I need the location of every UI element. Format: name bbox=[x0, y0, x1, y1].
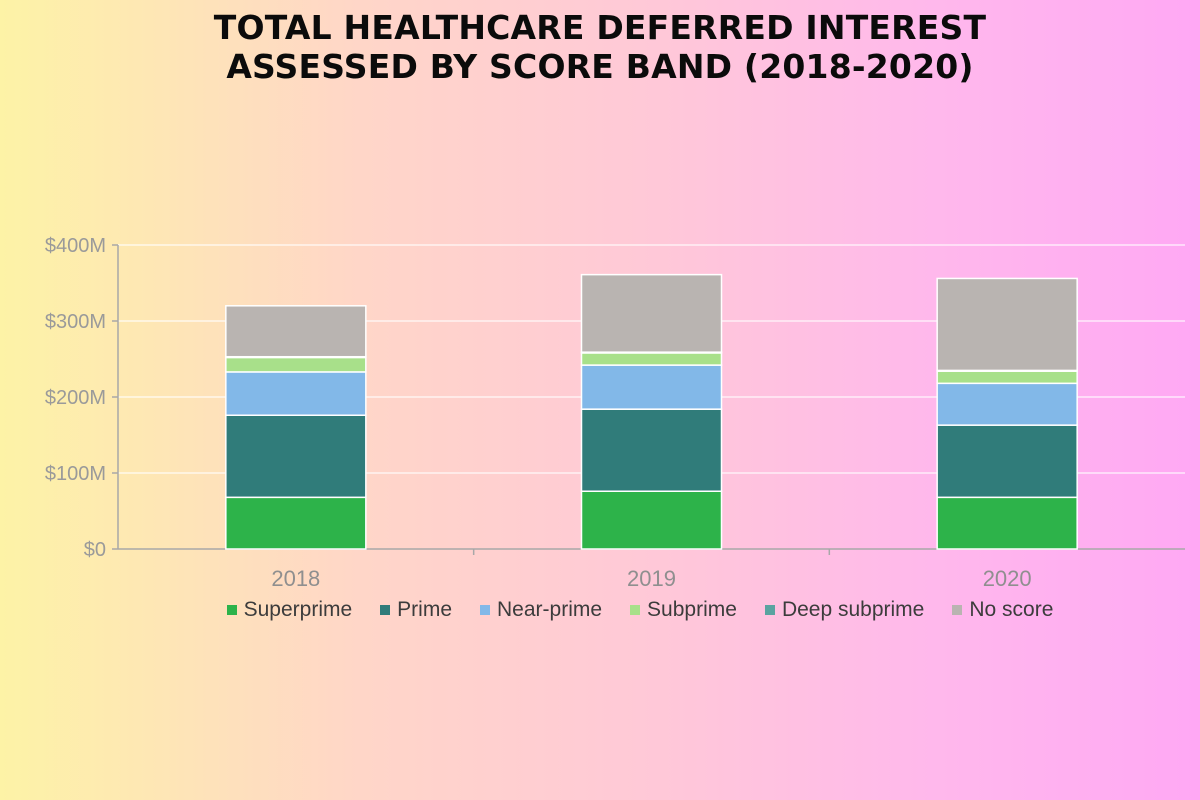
bars bbox=[225, 273, 1078, 550]
legend-item-near-prime: Near-prime bbox=[480, 598, 602, 622]
y-tick-label: $300M bbox=[45, 311, 106, 333]
legend-swatch bbox=[380, 605, 391, 615]
legend-label: Subprime bbox=[647, 598, 737, 621]
bar-prime-2019 bbox=[580, 408, 723, 492]
legend-item-superprime: Superprime bbox=[226, 598, 353, 622]
chart-title: TOTAL HEALTHCARE DEFERRED INTEREST ASSES… bbox=[0, 0, 1200, 86]
bar-subprime-2020 bbox=[936, 370, 1078, 385]
legend-label: Superprime bbox=[243, 598, 353, 621]
x-tick-label: 2020 bbox=[983, 566, 1032, 591]
bar-prime-2020 bbox=[936, 424, 1078, 499]
axis-labels: $0 $100M $200M $300M $400M 2018 2019 2020 bbox=[45, 235, 1032, 591]
bar-no-score-2018 bbox=[225, 305, 367, 358]
legend: Superprime Prime Near-prime Subprime Deep su… bbox=[0, 598, 1200, 622]
bar-near-prime-2018 bbox=[225, 371, 367, 416]
legend-label: Near-prime bbox=[497, 598, 603, 621]
chart-title-line-1: TOTAL HEALTHCARE DEFERRED INTEREST bbox=[213, 8, 987, 47]
bar-superprime-2020 bbox=[936, 496, 1078, 550]
legend-item-subprime: Subprime bbox=[630, 598, 737, 622]
legend-swatch bbox=[952, 605, 963, 615]
bar-superprime-2019 bbox=[580, 490, 723, 550]
y-tick-label: $400M bbox=[45, 235, 106, 257]
legend-label: No score bbox=[969, 598, 1054, 621]
x-tick-label: 2018 bbox=[271, 566, 320, 591]
bar-near-prime-2020 bbox=[936, 382, 1078, 426]
bar-subprime-2018 bbox=[225, 356, 367, 373]
legend-swatch bbox=[480, 605, 491, 615]
y-tick-label: $100M bbox=[45, 463, 106, 485]
bar-no-score-2019 bbox=[580, 273, 723, 353]
legend-item-no-score: No score bbox=[952, 598, 1053, 622]
x-tick-label: 2019 bbox=[627, 566, 676, 591]
legend-swatch bbox=[226, 605, 237, 615]
y-tick-label: $200M bbox=[45, 387, 106, 409]
legend-swatch bbox=[630, 605, 641, 615]
legend-item-prime: Prime bbox=[380, 598, 452, 622]
bar-subprime-2019 bbox=[580, 352, 723, 366]
legend-swatch bbox=[764, 605, 775, 615]
bar-prime-2018 bbox=[225, 414, 367, 499]
bar-no-score-2020 bbox=[936, 277, 1078, 372]
legend-label: Deep subprime bbox=[781, 598, 925, 621]
bar-near-prime-2019 bbox=[580, 364, 723, 410]
legend-label: Prime bbox=[397, 598, 453, 621]
legend-item-deep-subprime: Deep subprime bbox=[764, 598, 925, 622]
chart-title-line-2: ASSESSED BY SCORE BAND (2018-2020) bbox=[226, 47, 974, 86]
y-tick-label: $0 bbox=[84, 539, 106, 561]
bar-superprime-2018 bbox=[225, 496, 367, 550]
